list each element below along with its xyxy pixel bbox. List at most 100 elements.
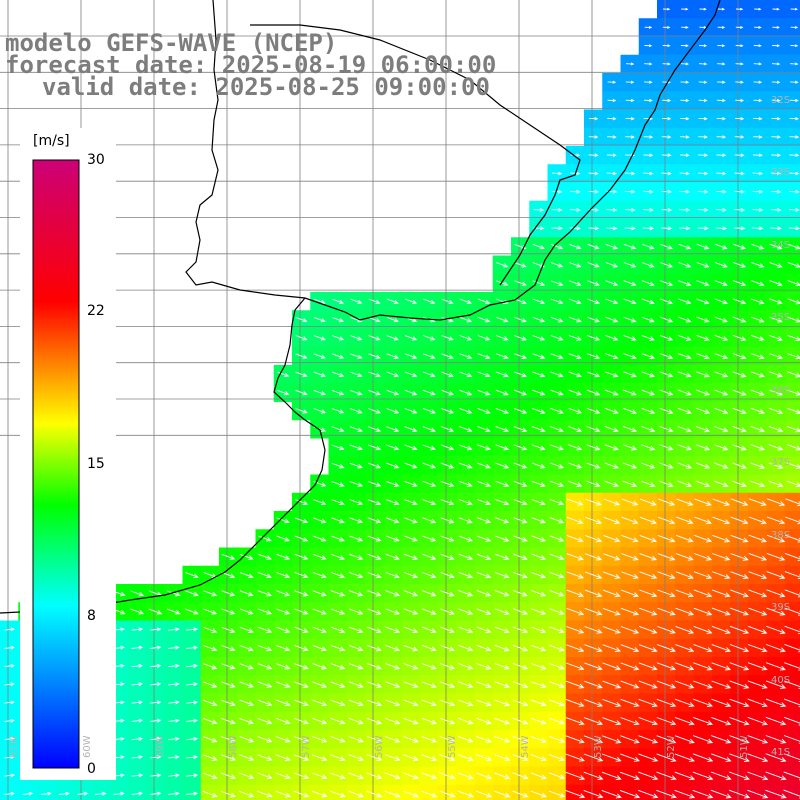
wind-arrow — [330, 736, 346, 743]
field-cell — [401, 784, 421, 800]
wind-arrow — [549, 480, 565, 487]
wind-arrow — [784, 698, 800, 708]
wind-arrow — [257, 681, 273, 688]
wind-arrow — [697, 226, 709, 231]
wind-arrow — [275, 681, 291, 688]
wind-arrow — [566, 571, 584, 579]
wind-arrow — [257, 645, 273, 652]
wind-arrow — [606, 226, 618, 231]
wind-arrow — [385, 517, 400, 524]
wind-arrow — [404, 480, 418, 487]
field-cell — [219, 784, 238, 800]
wind-arrow — [638, 789, 659, 799]
wind-arrow — [784, 680, 800, 689]
wind-arrow — [458, 571, 474, 579]
wind-arrow — [692, 735, 714, 744]
wind-arrow — [403, 717, 419, 725]
wind-arrow — [661, 135, 672, 139]
wind-arrow — [623, 280, 637, 286]
wind-arrow — [638, 753, 659, 762]
wind-arrow — [349, 626, 364, 634]
wind-arrow — [386, 426, 400, 432]
field-cell — [547, 784, 567, 800]
wind-arrow — [294, 681, 309, 688]
wind-arrow — [753, 62, 763, 66]
wind-arrow — [349, 480, 363, 487]
wind-arrow — [331, 408, 345, 414]
wind-arrow — [772, 7, 780, 11]
lon-label-56w: 56W — [374, 735, 385, 758]
wind-arrow — [476, 717, 492, 725]
wind-arrow — [565, 753, 585, 762]
wind-arrow — [459, 407, 473, 414]
wind-arrow — [754, 7, 762, 11]
wind-arrow — [624, 189, 636, 194]
wind-arrow — [312, 535, 327, 542]
wind-arrow — [734, 153, 745, 158]
wind-arrow — [366, 736, 383, 743]
wind-arrow — [674, 789, 696, 799]
wind-arrow — [602, 680, 622, 689]
wind-arrow — [766, 625, 786, 634]
wind-arrow — [167, 700, 180, 705]
wind-arrow — [586, 462, 601, 469]
wind-arrow — [530, 681, 547, 688]
wind-arrow — [403, 644, 419, 652]
wind-arrow — [750, 407, 765, 414]
wind-arrow — [550, 462, 565, 469]
wind-arrow — [569, 208, 581, 212]
wind-arrow — [623, 426, 638, 433]
wind-arrow — [602, 589, 621, 598]
wind-arrow — [550, 262, 564, 268]
wind-arrow — [349, 444, 363, 451]
wind-arrow — [441, 371, 454, 378]
wind-arrow — [348, 681, 364, 688]
wind-arrow — [693, 571, 713, 579]
wind-arrow — [532, 353, 546, 359]
wind-arrow — [696, 280, 710, 286]
wind-arrow — [716, 98, 726, 103]
wind-arrow — [439, 663, 456, 670]
wind-arrow — [348, 699, 364, 707]
wind-arrow — [440, 626, 455, 634]
wind-arrow — [239, 790, 255, 798]
wind-arrow — [349, 462, 363, 469]
wind-arrow — [331, 572, 346, 579]
wind-arrow — [787, 334, 800, 341]
wind-arrow — [585, 498, 602, 506]
wind-arrow — [790, 26, 799, 29]
wind-arrow — [677, 426, 692, 433]
wind-arrow — [513, 407, 528, 414]
wind-arrow — [495, 426, 510, 433]
wind-arrow — [729, 698, 750, 708]
field-cell — [237, 784, 256, 800]
lat-label-35s: 35S — [771, 312, 791, 323]
wind-arrow — [621, 498, 639, 506]
wind-arrow — [477, 389, 491, 396]
wind-arrow — [641, 426, 656, 433]
wind-arrow — [753, 80, 763, 84]
wind-arrow — [422, 353, 436, 359]
wind-arrow — [349, 389, 363, 396]
wind-arrow — [495, 499, 510, 506]
wind-arrow — [789, 117, 800, 121]
wind-arrow — [679, 208, 691, 212]
wind-arrow — [753, 98, 763, 103]
wind-arrow — [513, 444, 528, 451]
wind-arrow — [588, 189, 599, 194]
wind-arrow — [440, 608, 455, 615]
field-cell — [784, 657, 800, 676]
field-cell — [784, 310, 800, 329]
wind-arrow — [675, 607, 695, 616]
wind-arrow — [131, 663, 144, 668]
wind-arrow — [789, 153, 800, 158]
wind-arrow — [530, 772, 547, 780]
wind-arrow — [386, 298, 399, 304]
wind-arrow — [421, 608, 437, 615]
wind-arrow — [680, 135, 690, 139]
wind-arrow — [459, 316, 473, 323]
wind-arrow — [348, 717, 364, 725]
wind-arrow — [693, 553, 713, 561]
wind-arrow — [675, 553, 694, 561]
wind-arrow — [367, 553, 382, 560]
